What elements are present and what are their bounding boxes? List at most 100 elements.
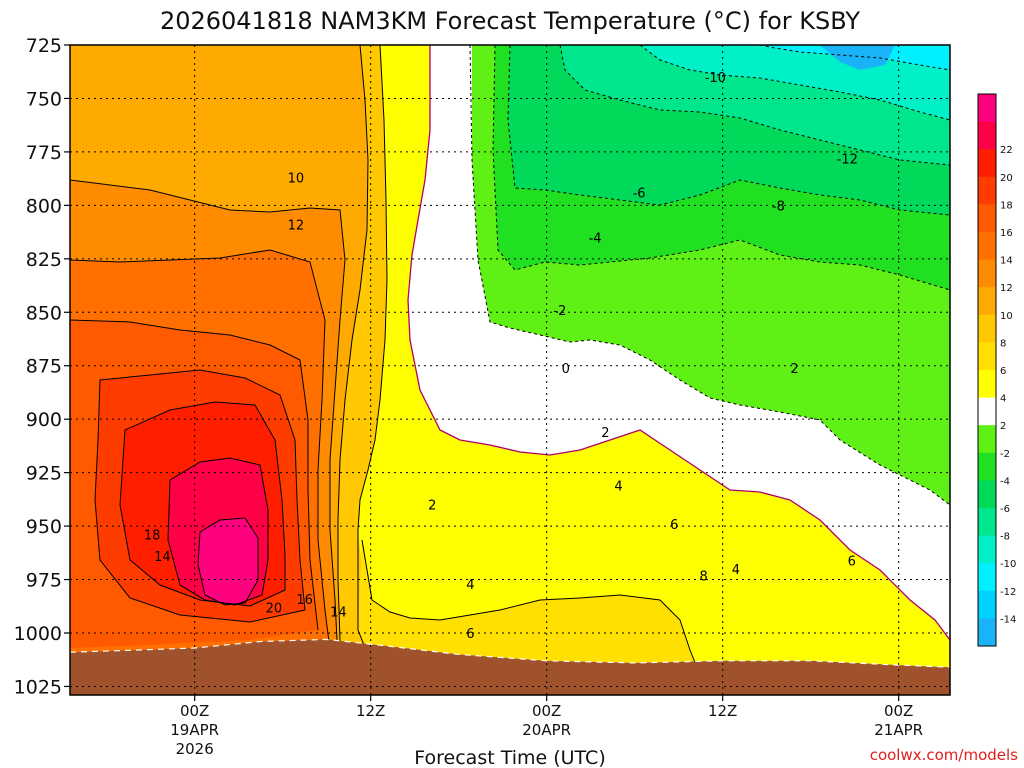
contour-label: 8 — [699, 569, 707, 584]
contour-label: 0 — [562, 362, 570, 377]
contour-line — [507, 45, 950, 216]
colorbar-swatch — [978, 590, 996, 619]
contour-label: 4 — [614, 479, 622, 494]
colorbar-label: 4 — [1000, 394, 1006, 405]
region-cold-minus12 — [760, 45, 950, 70]
y-tick-label: 850 — [26, 302, 62, 324]
colorbar-swatch — [978, 121, 996, 150]
credit-text: coolwx.com/models — [870, 746, 1018, 764]
colorbar-label: 16 — [1000, 228, 1013, 239]
contour-line — [197, 517, 259, 606]
x-tick-date-label: 21APR — [874, 721, 923, 739]
colorbar-swatch — [978, 204, 996, 233]
colorbar-label: 8 — [1000, 338, 1006, 349]
contour-label: 6 — [848, 554, 856, 569]
contour-label: -8 — [772, 199, 785, 214]
terrain-fill — [70, 639, 950, 695]
colorbar-label: -4 — [1000, 476, 1010, 487]
colorbar-swatch — [978, 563, 996, 592]
colorbar-label: 22 — [1000, 145, 1013, 156]
colorbar-label: -2 — [1000, 449, 1010, 460]
contour-label: 2 — [428, 499, 436, 514]
region-warm-23 — [198, 518, 258, 605]
contour-label: 14 — [330, 606, 347, 621]
colorbar-label: 6 — [1000, 366, 1006, 377]
contour-line — [357, 45, 388, 661]
contour-line — [70, 319, 319, 631]
colorbar-label: 10 — [1000, 311, 1013, 322]
contour-label: -2 — [553, 304, 566, 319]
y-tick-label: 725 — [26, 35, 62, 57]
contour-labels: -10 -12 -6 -8 -4 -2 0 2 2 4 6 8 4 6 2 4 6 10 12 18 14 16 20 14 — [144, 71, 858, 642]
contour-line — [167, 457, 269, 606]
y-tick-label: 975 — [26, 570, 62, 592]
contour-label: 6 — [670, 518, 678, 533]
y-tick-label: 925 — [26, 463, 62, 485]
x-tick-label: 00Z — [180, 702, 209, 720]
contour-line — [469, 45, 950, 506]
colorbar-swatch — [978, 425, 996, 454]
contour-label: 10 — [288, 172, 305, 187]
contour-line — [639, 45, 950, 121]
contour-label: -6 — [633, 187, 646, 202]
x-tick-label: 00Z — [532, 702, 561, 720]
colorbar: -14 -12 -10 -8 -6 -4 -2 2 4 6 8 10 12 14 16 18 20 22 — [977, 93, 1016, 647]
terrain-edge — [70, 638, 950, 668]
gridlines — [70, 45, 950, 695]
colorbar-swatch — [978, 232, 996, 261]
colorbar-label: 18 — [1000, 200, 1013, 211]
colorbar-swatch — [978, 397, 996, 426]
contour-line — [94, 369, 306, 623]
contour-label: -10 — [705, 71, 726, 86]
colorbar-swatch — [978, 508, 996, 537]
colorbar-swatch — [978, 342, 996, 371]
x-tick-date-label: 20APR — [522, 721, 571, 739]
contour-label: 18 — [144, 529, 161, 544]
colorbar-label: -8 — [1000, 532, 1010, 543]
contour-label: -12 — [837, 152, 858, 167]
colorbar-label: 14 — [1000, 256, 1013, 267]
x-tick-label: 12Z — [356, 702, 385, 720]
contour-line — [492, 45, 950, 291]
colorbar-label: -12 — [1000, 587, 1016, 598]
contour-line — [70, 179, 346, 661]
y-axis: 725 750 775 800 825 850 875 900 925 950 975 1000 102… — [14, 35, 70, 698]
contour-label: -4 — [589, 231, 602, 246]
contour-label: 2 — [601, 426, 609, 441]
contour-label: 2 — [790, 362, 798, 377]
x-tick-label: 00Z — [884, 702, 913, 720]
region-near-zero-white — [408, 45, 950, 640]
colorbar-swatch — [978, 287, 996, 316]
contour-line — [70, 249, 331, 651]
contour-label: 4 — [732, 563, 740, 578]
plot-area: -10 -12 -6 -8 -4 -2 0 2 2 4 6 8 4 6 2 4 6 10 12 18 14 16 20 14 — [70, 45, 950, 695]
colorbar-swatch — [978, 480, 996, 509]
contour-label: 4 — [466, 578, 474, 593]
contour-label: 14 — [154, 550, 171, 565]
colorbar-swatch — [978, 94, 996, 123]
colorbar-label: 12 — [1000, 283, 1013, 294]
y-tick-label: 875 — [26, 356, 62, 378]
y-tick-label: 950 — [26, 516, 62, 538]
colorbar-label: 20 — [1000, 173, 1013, 184]
y-tick-label: 750 — [26, 88, 62, 110]
contour-line — [361, 539, 701, 676]
contour-line-zero — [407, 45, 950, 641]
contour-line — [559, 45, 950, 166]
colorbar-swatch — [978, 370, 996, 399]
x-axis-label: Forecast Time (UTC) — [414, 747, 605, 768]
x-tick-date-label: 19APR — [170, 721, 219, 739]
contour-lines — [70, 45, 950, 676]
colorbar-label: -10 — [1000, 559, 1016, 570]
contour-label: 6 — [466, 627, 474, 642]
y-tick-label: 800 — [26, 195, 62, 217]
plot-frame — [69, 44, 951, 696]
contour-line — [337, 45, 369, 660]
contour-line — [759, 45, 950, 71]
region-orange-4to8 — [358, 540, 700, 678]
x-tick-label: 12Z — [708, 702, 737, 720]
y-tick-label: 775 — [26, 142, 62, 164]
colorbar-label: -6 — [1000, 504, 1010, 515]
